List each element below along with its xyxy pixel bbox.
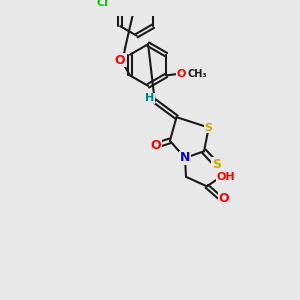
Text: Cl: Cl — [96, 0, 108, 8]
Text: H: H — [146, 93, 154, 103]
Text: OH: OH — [217, 172, 235, 182]
Text: S: S — [205, 123, 213, 133]
Text: O: O — [150, 139, 161, 152]
Text: N: N — [180, 152, 190, 164]
Text: CH₃: CH₃ — [188, 69, 207, 79]
Text: S: S — [212, 158, 221, 171]
Text: O: O — [219, 192, 229, 205]
Text: O: O — [177, 69, 186, 79]
Text: O: O — [114, 54, 125, 67]
